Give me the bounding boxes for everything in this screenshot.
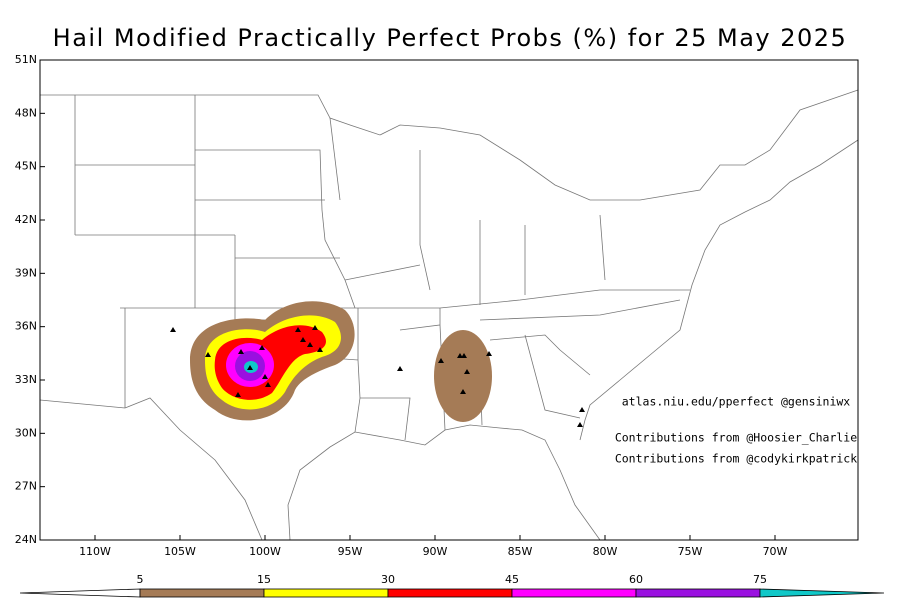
colorbar-segment xyxy=(511,588,637,598)
canada-border xyxy=(40,89,859,201)
map-frame xyxy=(39,59,859,541)
contour-5 xyxy=(434,330,492,422)
credit: atlas.niu.edu/pperfect @gensiniwx xyxy=(622,395,851,409)
lat-label: 45N xyxy=(15,160,37,173)
colorbar-segment xyxy=(139,588,265,598)
credit: Contributions from @codykirkpatrick xyxy=(615,452,857,466)
credit: Contributions from @Hoosier_Charlie xyxy=(615,431,857,445)
lat-label: 51N xyxy=(15,53,37,66)
colorbar-segment xyxy=(759,588,885,598)
lon-label: 70W xyxy=(763,545,788,558)
lon-label: 85W xyxy=(508,545,533,558)
colorbar-label: 60 xyxy=(629,573,643,586)
lon-label: 105W xyxy=(164,545,196,558)
title: Hail Modified Practically Perfect Probs … xyxy=(53,24,848,52)
state-borders xyxy=(74,95,690,441)
lon-label: 80W xyxy=(593,545,618,558)
lon-label: 110W xyxy=(79,545,111,558)
lat-label: 36N xyxy=(15,320,37,333)
lat-label: 39N xyxy=(15,266,37,279)
colorbar: 5 15 30 45 60 75 xyxy=(19,573,885,598)
lat-label: 48N xyxy=(15,106,37,119)
lat-label: 27N xyxy=(15,480,37,493)
colorbar-label: 15 xyxy=(257,573,271,586)
lon-label: 100W xyxy=(249,545,281,558)
map xyxy=(39,59,859,541)
colorbar-segment xyxy=(387,588,513,598)
colorbar-segment xyxy=(19,588,141,598)
colorbar-segment xyxy=(263,588,389,598)
lat-label: 42N xyxy=(15,213,37,226)
colorbar-label: 45 xyxy=(505,573,519,586)
colorbar-label: 75 xyxy=(753,573,767,586)
lat-label: 33N xyxy=(15,373,37,386)
lat-label: 30N xyxy=(15,426,37,439)
colorbar-label: 5 xyxy=(137,573,144,586)
lon-label: 95W xyxy=(338,545,363,558)
axis-labels: 51N 48N 45N 42N 39N 36N 33N 30N 27N 24N 110W 105W 10… xyxy=(15,53,788,558)
lon-label: 90W xyxy=(423,545,448,558)
colorbar-segment xyxy=(635,588,761,598)
colorbar-label: 30 xyxy=(381,573,395,586)
lon-label: 75W xyxy=(678,545,703,558)
map-background xyxy=(40,60,858,540)
lat-label: 24N xyxy=(15,533,37,546)
credits: atlas.niu.edu/pperfect @gensiniwx Contrib… xyxy=(615,395,857,466)
